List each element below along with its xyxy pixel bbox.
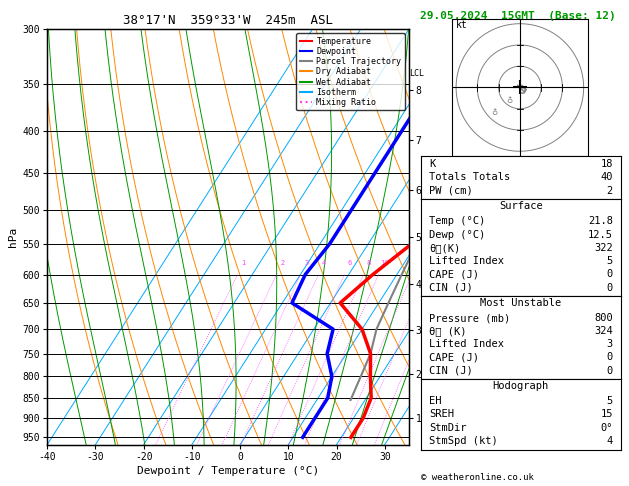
Text: 324: 324 [594, 326, 613, 336]
Legend: Temperature, Dewpoint, Parcel Trajectory, Dry Adiabat, Wet Adiabat, Isotherm, Mi: Temperature, Dewpoint, Parcel Trajectory… [296, 34, 404, 110]
Text: 0: 0 [606, 283, 613, 293]
Y-axis label: km
ASL: km ASL [424, 215, 442, 237]
Text: © weatheronline.co.uk: © weatheronline.co.uk [421, 473, 533, 482]
Text: 800: 800 [594, 313, 613, 323]
Text: PW (cm): PW (cm) [429, 186, 472, 196]
Text: ♁: ♁ [491, 108, 498, 118]
Text: 8: 8 [367, 260, 371, 265]
Text: SREH: SREH [429, 409, 454, 419]
Text: StmSpd (kt): StmSpd (kt) [429, 436, 498, 446]
Text: Temp (°C): Temp (°C) [429, 216, 485, 226]
Title: 38°17'N  359°33'W  245m  ASL: 38°17'N 359°33'W 245m ASL [123, 14, 333, 27]
Text: 5: 5 [606, 396, 613, 406]
Text: Lifted Index: Lifted Index [429, 339, 504, 349]
Text: CIN (J): CIN (J) [429, 283, 472, 293]
Text: θᴇ (K): θᴇ (K) [429, 326, 466, 336]
Text: 15: 15 [600, 409, 613, 419]
Text: Surface: Surface [499, 201, 543, 211]
Text: 3: 3 [606, 339, 613, 349]
Text: 322: 322 [594, 243, 613, 253]
Text: Hodograph: Hodograph [493, 381, 549, 391]
Text: ♁: ♁ [506, 96, 512, 105]
Text: StmDir: StmDir [429, 423, 466, 433]
Text: 4: 4 [606, 436, 613, 446]
Text: 1: 1 [241, 260, 245, 265]
Text: 12.5: 12.5 [588, 229, 613, 240]
Text: 4: 4 [322, 260, 326, 265]
Text: 6: 6 [348, 260, 352, 265]
Y-axis label: hPa: hPa [8, 227, 18, 247]
Text: CIN (J): CIN (J) [429, 365, 472, 376]
Text: 0°: 0° [600, 423, 613, 433]
Text: CAPE (J): CAPE (J) [429, 352, 479, 363]
Text: EH: EH [429, 396, 442, 406]
Text: 29.05.2024  15GMT  (Base: 12): 29.05.2024 15GMT (Base: 12) [420, 11, 616, 21]
Text: 3: 3 [304, 260, 308, 265]
Text: 0: 0 [606, 352, 613, 363]
Text: 21.8: 21.8 [588, 216, 613, 226]
Text: 10: 10 [380, 260, 388, 265]
Text: kt: kt [456, 20, 468, 30]
Text: Lifted Index: Lifted Index [429, 256, 504, 266]
Text: LCL: LCL [409, 69, 424, 78]
X-axis label: Dewpoint / Temperature (°C): Dewpoint / Temperature (°C) [137, 466, 319, 476]
Text: Totals Totals: Totals Totals [429, 173, 510, 182]
Text: 5: 5 [606, 256, 613, 266]
Text: 2: 2 [280, 260, 284, 265]
Text: 0: 0 [606, 365, 613, 376]
Text: K: K [429, 159, 435, 169]
Text: CAPE (J): CAPE (J) [429, 270, 479, 279]
Text: 0: 0 [606, 270, 613, 279]
Text: Pressure (mb): Pressure (mb) [429, 313, 510, 323]
Text: Most Unstable: Most Unstable [480, 298, 562, 308]
Text: 40: 40 [600, 173, 613, 182]
Text: θᴇ(K): θᴇ(K) [429, 243, 460, 253]
Text: 18: 18 [600, 159, 613, 169]
Text: Dewp (°C): Dewp (°C) [429, 229, 485, 240]
Text: 2: 2 [606, 186, 613, 196]
